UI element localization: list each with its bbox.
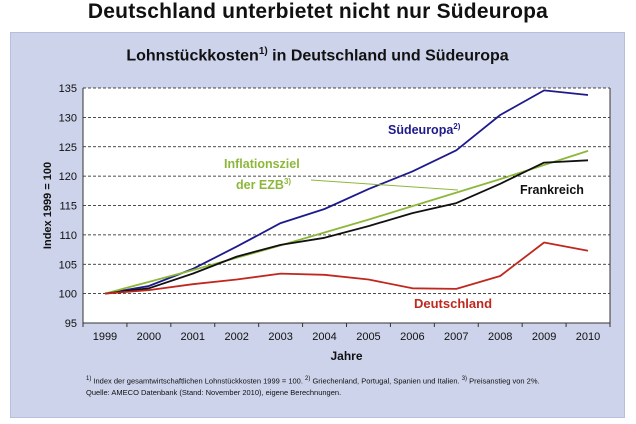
label-deutschland: Deutschland — [414, 296, 492, 311]
y-tick-label: 115 — [59, 201, 77, 213]
y-tick-label: 135 — [59, 83, 77, 95]
label-ezb-footnote-mark: 3) — [284, 177, 291, 186]
x-tick-label: 2000 — [137, 331, 161, 343]
x-tick-label: 2009 — [532, 331, 556, 343]
chart-title: Lohnstückkosten1) in Deutschland und Süd… — [11, 46, 624, 65]
y-axis-title: Index 1999 = 100 — [42, 162, 54, 249]
footnote-text-3: Preisanstieg von 2%. — [467, 376, 540, 386]
y-tick-label: 120 — [59, 171, 77, 183]
series-line-frankreich — [104, 159, 589, 295]
chart-title-text: Lohnstückkosten — [126, 47, 259, 65]
footnote-mark-1: 1) — [86, 376, 92, 382]
x-tick-label: 1999 — [93, 331, 117, 343]
y-tick-label: 110 — [59, 230, 77, 242]
x-tick-label: 2010 — [576, 331, 600, 343]
x-tick-label: 2006 — [400, 331, 424, 343]
chart-title-footnote-mark: 1) — [258, 46, 268, 57]
footnote-text-1: Index der gesamtwirtschaftlichen Lohnstü… — [91, 376, 306, 386]
x-tick-label: 2008 — [488, 331, 512, 343]
label-ezb-leader — [310, 179, 459, 191]
label-ezb-line2: der EZB3) — [236, 177, 291, 192]
y-tick-label: 95 — [65, 318, 77, 330]
y-tick-label: 100 — [59, 289, 77, 301]
label-suedeuropa: Südeuropa2) — [388, 122, 461, 137]
x-tick-label: 2002 — [224, 331, 248, 343]
y-tick-label: 105 — [59, 259, 77, 271]
page-heading: Deutschland unterbietet nicht nur Südeur… — [87, 0, 549, 23]
series-line-inflationsziel-der-ezb — [104, 150, 589, 295]
line-chart: 95 100 105 110 115 120 125 130 135 1999 2000 2001 20… — [42, 83, 611, 363]
x-tick-label: 2001 — [181, 331, 205, 343]
y-tick-label: 125 — [59, 142, 77, 154]
x-tick-label: 2007 — [444, 331, 468, 343]
x-tick-label: 2003 — [268, 331, 292, 343]
footnote-text-2: Griechenland, Portugal, Spanien und Ital… — [310, 376, 462, 386]
label-ezb-line1: Inflationsziel — [224, 157, 300, 171]
series-line-deutschland — [104, 241, 589, 295]
label-suedeuropa-footnote-mark: 2) — [453, 122, 460, 131]
footnote-source: Quelle: AMECO Datenbank (Stand: November… — [86, 388, 342, 397]
label-frankreich: Frankreich — [520, 183, 584, 197]
chart-title-rest: in Deutschland und Südeuropa — [267, 47, 509, 65]
chart-panel: Lohnstückkosten1) in Deutschland und Süd… — [10, 32, 625, 418]
y-tick-label: 130 — [59, 112, 77, 124]
footnote-line-1: 1) Index der gesamtwirtschaftlichen Lohn… — [86, 376, 540, 386]
x-tick-label: 2005 — [356, 331, 380, 343]
footnote-mark-3: 3) — [461, 376, 468, 382]
x-axis-title: Jahre — [330, 349, 362, 363]
footnote-mark-2: 2) — [305, 376, 311, 382]
x-tick-label: 2004 — [312, 331, 336, 343]
